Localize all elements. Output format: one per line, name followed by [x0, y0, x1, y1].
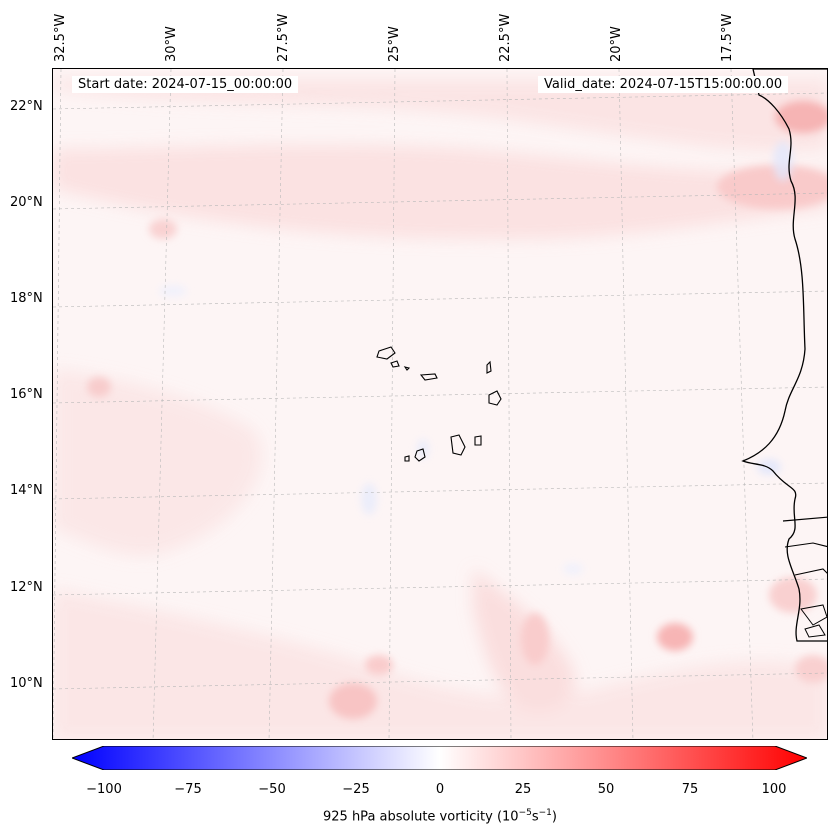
colorbar-tick: −25 — [342, 782, 370, 797]
lat-label-16n: 16°N — [10, 387, 43, 402]
lon-label-25w: 25°W — [387, 26, 402, 62]
lon-label-22-5w: 22.5°W — [498, 13, 513, 62]
lon-label-27-5w: 27.5°W — [276, 13, 291, 62]
cape-verde-islands — [376, 346, 502, 462]
lat-label-20n: 20°N — [10, 195, 43, 210]
vorticity-field — [53, 69, 827, 739]
lon-label-17-5w: 17.5°W — [720, 13, 735, 62]
colorbar — [72, 746, 807, 770]
lat-label-10n: 10°N — [10, 676, 43, 691]
colorbar-tick: −100 — [86, 782, 122, 797]
colorbar-tick: 0 — [435, 782, 445, 797]
colorbar-tick: −75 — [174, 782, 202, 797]
colorbar-tick: 25 — [514, 782, 532, 797]
map-panel[interactable] — [52, 68, 828, 740]
start-date-label: Start date: 2024-07-15_00:00:00 — [72, 76, 299, 93]
lat-label-12n: 12°N — [10, 580, 43, 595]
lat-label-18n: 18°N — [10, 291, 43, 306]
colorbar-tick: −50 — [258, 782, 286, 797]
lat-label-22n: 22°N — [10, 99, 43, 114]
colorbar-tick: 50 — [597, 782, 615, 797]
lon-label-32-5w: 32.5°W — [53, 13, 68, 62]
africa-coastline — [741, 69, 827, 642]
colorbar-label: 925 hPa absolute vorticity (10−5s−1) — [323, 808, 557, 825]
colorbar-tick: 75 — [681, 782, 699, 797]
lon-label-20w: 20°W — [609, 26, 624, 62]
lat-label-14n: 14°N — [10, 483, 43, 498]
valid-date-label: Valid_date: 2024-07-15T15:00:00.00 — [538, 76, 789, 93]
colorbar-tick: 100 — [761, 782, 787, 797]
lon-label-30w: 30°W — [164, 26, 179, 62]
